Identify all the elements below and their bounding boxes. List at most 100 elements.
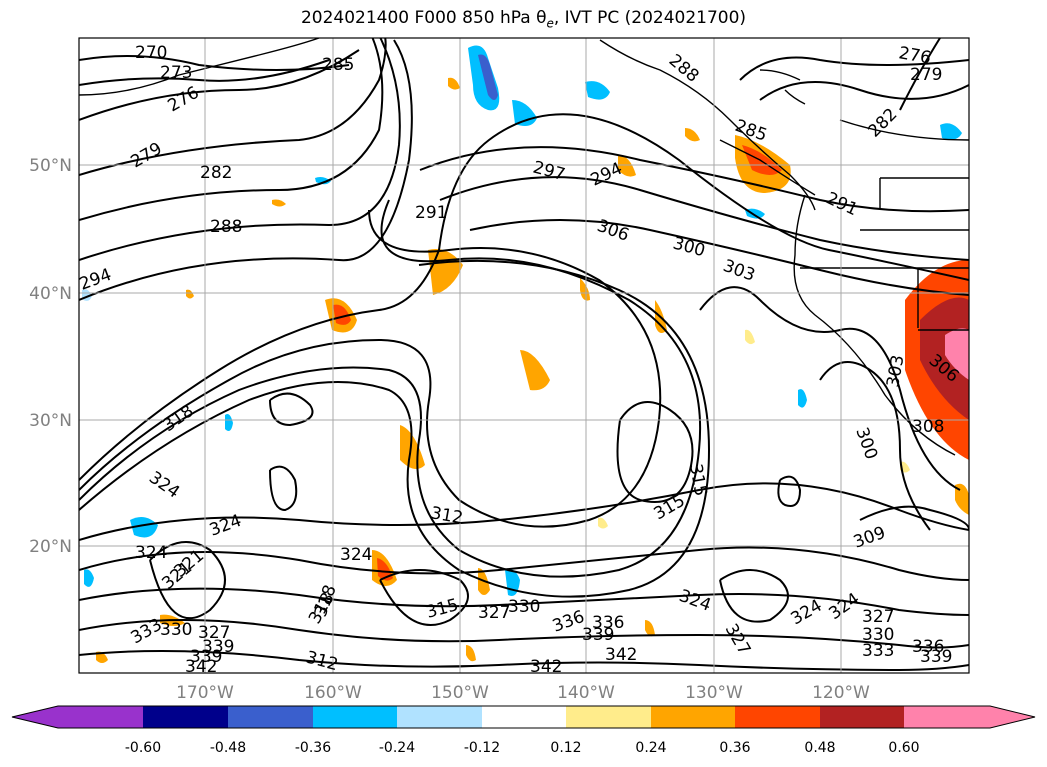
negative-patch bbox=[940, 123, 962, 140]
positive-patch bbox=[186, 289, 194, 299]
lon-axis: 170°W 160°W 150°W 140°W 130°W 120°W bbox=[176, 683, 870, 703]
contour-label: 339 bbox=[920, 647, 952, 667]
negative-patch bbox=[225, 414, 233, 431]
contour-line bbox=[79, 59, 330, 86]
positive-patch bbox=[272, 199, 286, 207]
contour-line bbox=[859, 505, 969, 531]
contour-line bbox=[419, 146, 969, 213]
contour-label: 308 bbox=[912, 417, 944, 437]
positive-patch bbox=[945, 328, 969, 380]
lat-tick-label: 20°N bbox=[29, 537, 72, 557]
colorbar-tick-label: -0.24 bbox=[379, 740, 415, 756]
contour-label: 342 bbox=[530, 657, 562, 677]
map-border bbox=[78, 37, 970, 674]
negative-patch bbox=[798, 389, 807, 408]
colorbar-segment bbox=[143, 706, 228, 728]
contour-label: 339 bbox=[202, 637, 234, 657]
contour-line bbox=[79, 38, 387, 176]
shading-layer bbox=[82, 45, 969, 663]
contour-line bbox=[899, 38, 941, 111]
negative-patch bbox=[315, 177, 331, 185]
colorbar-extend-low bbox=[12, 706, 143, 728]
contour-label: 288 bbox=[210, 217, 242, 237]
contour-line bbox=[269, 465, 298, 512]
map-title: 2024021400 F000 850 hPa θe, IVT PC (2024… bbox=[0, 8, 1047, 30]
contour-label: 279 bbox=[910, 65, 942, 85]
negative-patch bbox=[84, 569, 94, 587]
positive-patch bbox=[400, 425, 425, 469]
colorbar-tick-label: -0.36 bbox=[295, 740, 331, 756]
colorbar-tick-label: 0.48 bbox=[804, 740, 835, 756]
contour-label: 342 bbox=[185, 657, 217, 677]
lat-tick-label: 50°N bbox=[29, 156, 72, 176]
contour-line bbox=[79, 38, 384, 221]
colorbar-tick-label: -0.12 bbox=[464, 740, 500, 756]
colorbar-segment bbox=[651, 706, 735, 728]
canada-coastline bbox=[599, 39, 816, 211]
contour-label: 324 bbox=[135, 543, 167, 563]
contour-label: 342 bbox=[605, 645, 637, 665]
contour-label: 333 bbox=[862, 641, 894, 661]
lon-tick-label: 120°W bbox=[812, 683, 870, 703]
positive-patch bbox=[920, 297, 969, 420]
contour-label: 336 bbox=[592, 613, 624, 633]
contour-line bbox=[79, 650, 969, 672]
contour-line bbox=[777, 475, 802, 507]
positive-patch bbox=[377, 558, 393, 581]
colorbar-segment bbox=[228, 706, 313, 728]
alaska-coastline bbox=[79, 38, 320, 96]
negative-patch bbox=[585, 81, 610, 100]
coastline-layer bbox=[79, 38, 969, 456]
lon-tick-label: 150°W bbox=[431, 683, 489, 703]
positive-patch bbox=[745, 329, 755, 345]
colorbar-extend-high bbox=[904, 706, 1035, 728]
colorbar-tick-label: -0.60 bbox=[125, 740, 161, 756]
contour-label: 330 bbox=[160, 620, 192, 640]
vancouver-island bbox=[719, 139, 816, 196]
positive-patch bbox=[520, 350, 550, 391]
lon-tick-label: 160°W bbox=[304, 683, 362, 703]
contour-line bbox=[269, 392, 314, 427]
contour-line bbox=[79, 482, 969, 541]
contour-layer bbox=[79, 38, 969, 672]
contour-label: 327 bbox=[198, 623, 230, 643]
contour-line bbox=[719, 569, 789, 623]
colorbar-segment bbox=[820, 706, 904, 728]
contour-line bbox=[79, 49, 360, 121]
contour-line bbox=[79, 587, 969, 616]
positive-patch bbox=[685, 128, 700, 142]
lat-tick-label: 30°N bbox=[29, 411, 72, 431]
contour-line bbox=[439, 176, 969, 261]
islands bbox=[759, 69, 806, 105]
contour-line bbox=[79, 259, 711, 598]
lon-tick-label: 170°W bbox=[176, 683, 234, 703]
contour-line bbox=[699, 286, 961, 491]
contour-line bbox=[616, 401, 694, 503]
colorbar-segment bbox=[482, 706, 566, 728]
contour-line bbox=[79, 38, 401, 261]
colorbar-segment bbox=[566, 706, 651, 728]
contour-label: 285 bbox=[322, 55, 354, 75]
contour-label: 327 bbox=[862, 607, 894, 627]
positive-patch bbox=[466, 645, 476, 662]
lat-tick-label: 40°N bbox=[29, 284, 72, 304]
state-borders bbox=[800, 177, 969, 331]
contour-line bbox=[79, 55, 350, 71]
lon-tick-label: 140°W bbox=[557, 683, 615, 703]
contour-line bbox=[79, 39, 413, 301]
colorbar-tick-label: 0.12 bbox=[550, 740, 581, 756]
lon-tick-label: 130°W bbox=[685, 683, 743, 703]
contour-line bbox=[79, 209, 662, 528]
lat-axis: 50°N 40°N 30°N 20°N bbox=[29, 156, 72, 557]
positive-patch bbox=[618, 155, 636, 177]
colorbar: -0.60 -0.48 -0.36 -0.24 -0.12 0.12 0.24 … bbox=[11, 705, 1036, 756]
contour-line bbox=[379, 569, 469, 626]
negative-patch bbox=[478, 54, 498, 100]
colorbar-segment bbox=[313, 706, 397, 728]
title-text: 2024021400 F000 850 hPa θe, IVT PC (2024… bbox=[300, 8, 747, 31]
positive-patch bbox=[96, 651, 108, 663]
contour-label: 339 bbox=[190, 647, 222, 667]
contour-line bbox=[79, 619, 969, 649]
us-coastline bbox=[793, 194, 956, 456]
